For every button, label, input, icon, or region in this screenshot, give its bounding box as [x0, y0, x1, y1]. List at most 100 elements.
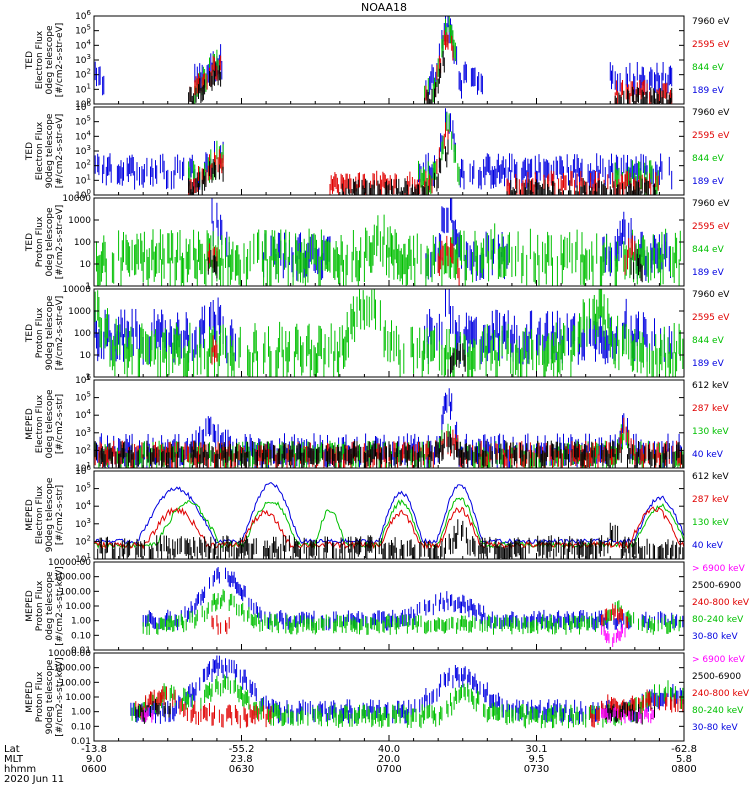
y-tick-label: 0.10	[71, 722, 91, 732]
y-tick-label: 100	[74, 329, 91, 339]
legend-red: 2595 eV	[692, 313, 730, 323]
legend-green: 80-240 keV	[692, 615, 744, 625]
series-magenta-marks	[141, 706, 654, 724]
legend-green: 80-240 keV	[692, 706, 744, 716]
y-tick-label: 106	[75, 9, 91, 22]
series-green-marks	[194, 16, 456, 104]
legend-blue: 30-80 keV	[692, 723, 738, 733]
legend-red: 240-800 keV	[692, 689, 750, 699]
series-black-marks	[188, 139, 657, 195]
series-group	[94, 388, 684, 468]
y-tick-label: 105	[75, 482, 91, 495]
legend-blue: 40 keV	[692, 450, 724, 460]
y-tick-label: 10.00	[65, 602, 91, 612]
y-tick-label: 10000	[62, 285, 91, 295]
series-group	[130, 655, 684, 729]
y-tick-label: 1	[85, 373, 91, 383]
legend-black: 2500-6900	[692, 581, 741, 591]
y-axis-label: TEDElectron Flux90deg telescope[#/cm2-s-…	[25, 113, 65, 188]
y-tick-label: 1000.00	[54, 573, 91, 583]
y-tick-label: 104	[75, 408, 91, 421]
legend-magenta: > 6900 keV	[692, 655, 746, 665]
legend-black: 612 keV	[692, 381, 729, 391]
y-tick-label: 10	[80, 260, 92, 270]
y-axis-label: MEPEDElectron Flux90deg telescope[#/cm2-…	[25, 477, 65, 552]
legend-magenta: > 6900 keV	[692, 564, 746, 574]
series-blue-marks	[94, 16, 673, 99]
y-tick-label: 10000.00	[48, 558, 91, 568]
y-axis-label: MEPEDProton Flux90deg telescope[#/cm2-s-…	[25, 657, 65, 736]
legend-black: 7960 eV	[692, 17, 730, 27]
legend-blue: 189 eV	[692, 177, 725, 187]
y-tick-label: 105	[75, 115, 91, 128]
y-axis-label: TEDProton Flux0deg telescope[#/cm2-s-str…	[25, 205, 65, 280]
legend-black: 612 keV	[692, 472, 729, 482]
series-group	[94, 289, 684, 377]
series-magenta-marks	[601, 623, 626, 647]
x-tick-label-lat: 40.0	[378, 744, 400, 755]
legend-green: 130 keV	[692, 427, 729, 437]
series-black-marks	[447, 342, 466, 377]
series-green-marks	[188, 112, 659, 195]
legend-blue: 30-80 keV	[692, 632, 738, 642]
legend-green: 844 eV	[692, 336, 725, 346]
y-tick-label: 10000	[62, 194, 91, 204]
y-tick-label: 100.00	[60, 587, 92, 597]
series-red-marks	[211, 603, 628, 635]
y-tick-label: 104	[75, 38, 91, 51]
legend-red: 287 keV	[692, 495, 729, 505]
y-tick-label: 1.00	[71, 617, 91, 627]
x-tick-label-hhmm: 0700	[376, 764, 401, 775]
y-axis-label: MEPEDProton Flux0deg telescope[#/cm2-s-s…	[25, 566, 65, 645]
y-tick-label: 102	[75, 534, 91, 547]
y-tick-label: 103	[75, 53, 91, 66]
panel-meped-proton-0deg: 0.010.101.0010.00100.001000.0010000.00ME…	[25, 558, 750, 656]
x-tick-label-hhmm: 0730	[524, 764, 549, 775]
legend-red: 240-800 keV	[692, 598, 750, 608]
y-tick-label: 1.00	[71, 708, 91, 718]
legend-green: 844 eV	[692, 245, 725, 255]
series-black-marks	[188, 51, 673, 104]
series-black-marks	[94, 519, 684, 559]
y-tick-label: 1000.00	[54, 664, 91, 674]
series-green-marks	[94, 289, 684, 377]
y-tick-label: 1000	[68, 216, 91, 226]
legend-red: 2595 eV	[692, 222, 730, 232]
footer-label-mlt: MLT	[4, 754, 24, 765]
y-tick-label: 103	[75, 517, 91, 530]
panel-frame	[93, 561, 685, 651]
y-tick-label: 100	[74, 238, 91, 248]
panel-frame	[93, 652, 685, 742]
y-tick-label: 104	[75, 129, 91, 142]
legend-blue: 189 eV	[692, 268, 725, 278]
series-blue-marks	[130, 655, 684, 724]
x-tick-label-hhmm: 0600	[81, 764, 106, 775]
x-tick-label-mlt: 20.0	[378, 754, 400, 765]
legend-green: 844 eV	[692, 154, 725, 164]
y-tick-label: 102	[75, 159, 91, 172]
legend-blue: 189 eV	[692, 86, 725, 96]
y-tick-label: 103	[75, 144, 91, 157]
y-tick-label: 101	[75, 173, 91, 186]
y-tick-label: 101	[75, 82, 91, 95]
y-tick-label: 10.00	[65, 693, 91, 703]
legend-black: 7960 eV	[692, 108, 730, 118]
y-tick-label: 10000.00	[48, 649, 91, 659]
legend-red: 287 keV	[692, 404, 729, 414]
y-axis-label: TEDProton Flux90deg telescope[#/cm2-s-st…	[25, 295, 65, 370]
y-tick-label: 100.00	[60, 678, 92, 688]
x-tick-label-mlt: 9.0	[86, 754, 102, 765]
series-blue-marks	[94, 289, 673, 365]
x-tick-label-mlt: 23.8	[230, 754, 252, 765]
panel-frame	[93, 15, 685, 105]
legend-green: 130 keV	[692, 518, 729, 528]
y-tick-label: 0.01	[71, 737, 91, 747]
footer-date-label: 2020 Jun 11	[4, 774, 64, 785]
